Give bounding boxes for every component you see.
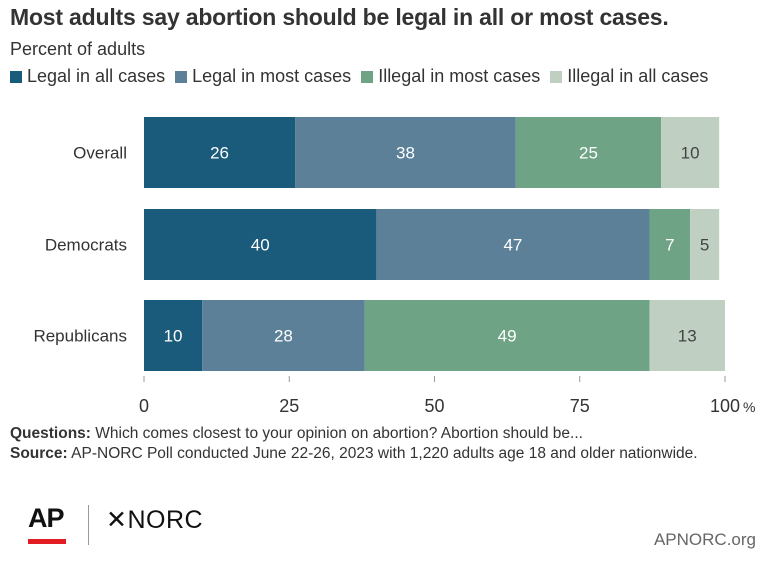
- bar-segment: [295, 117, 516, 188]
- legend: Legal in all cases Legal in most cases I…: [10, 66, 768, 87]
- data-label: 28: [274, 327, 293, 346]
- bar-segment: [376, 209, 650, 280]
- data-label: 49: [498, 327, 517, 346]
- legend-swatch: [361, 70, 374, 83]
- logo-divider: [88, 505, 89, 545]
- source-label: Source:: [10, 445, 68, 462]
- norc-logo: ✕NORC: [106, 506, 204, 534]
- source-note: Source: AP-NORC Poll conducted June 22-2…: [10, 444, 750, 464]
- legend-label: Legal in most cases: [192, 66, 352, 86]
- bar-segment: [144, 209, 377, 280]
- site-url: APNORC.org: [653, 530, 756, 549]
- legend-swatch: [175, 70, 188, 83]
- legend-label: Legal in all cases: [27, 66, 166, 86]
- bar-segment: [364, 300, 650, 371]
- x-tick-label: 25: [279, 396, 299, 416]
- data-label: 40: [251, 236, 270, 255]
- legend-swatch: [550, 70, 563, 83]
- questions-text: Which comes closest to your opinion on a…: [95, 425, 583, 442]
- bar-segment: [661, 117, 720, 188]
- legend-item-legal-most: Legal in most cases: [175, 66, 351, 87]
- bar-segment: [144, 300, 203, 371]
- data-label: 10: [164, 327, 183, 346]
- category-label: Democrats: [45, 236, 127, 255]
- x-tick-label: 0: [139, 396, 149, 416]
- data-label: 10: [681, 144, 700, 163]
- bar-segment: [144, 117, 296, 188]
- bar-segment: [649, 300, 725, 371]
- data-label: 38: [396, 144, 415, 163]
- questions-label: Questions:: [10, 425, 91, 442]
- data-label: 26: [210, 144, 229, 163]
- x-tick-label: 75: [570, 396, 590, 416]
- data-label: 13: [678, 327, 697, 346]
- data-label: 25: [579, 144, 598, 163]
- bar-segment: [202, 300, 365, 371]
- legend-item-illegal-most: Illegal in most cases: [361, 66, 540, 87]
- category-label: Overall: [73, 144, 127, 163]
- category-label: Republicans: [33, 327, 127, 346]
- source-text: AP-NORC Poll conducted June 22-26, 2023 …: [71, 445, 698, 462]
- bar-segment: [649, 209, 691, 280]
- data-label: 7: [665, 236, 674, 255]
- ap-logo-underline: [28, 539, 66, 544]
- ap-logo: AP: [28, 503, 65, 533]
- questions-note: Questions: Which comes closest to your o…: [10, 424, 750, 444]
- data-label: 47: [503, 236, 522, 255]
- x-tick-label: 100: [710, 396, 740, 416]
- chart-title: Most adults say abortion should be legal…: [10, 4, 669, 30]
- legend-item-illegal-all: Illegal in all cases: [550, 66, 708, 87]
- legend-swatch: [10, 70, 22, 83]
- legend-label: Illegal in most cases: [378, 66, 541, 86]
- x-tick-label: 50: [424, 396, 444, 416]
- data-label: 5: [700, 236, 709, 255]
- legend-label: Illegal in all cases: [567, 66, 709, 86]
- legend-item-legal-all: Legal in all cases: [10, 66, 165, 87]
- footer-notes: Questions: Which comes closest to your o…: [10, 424, 750, 464]
- bar-segment: [690, 209, 720, 280]
- bar-segment: [515, 117, 662, 188]
- x-axis-unit: %: [743, 399, 755, 415]
- chart-subtitle: Percent of adults: [10, 39, 146, 59]
